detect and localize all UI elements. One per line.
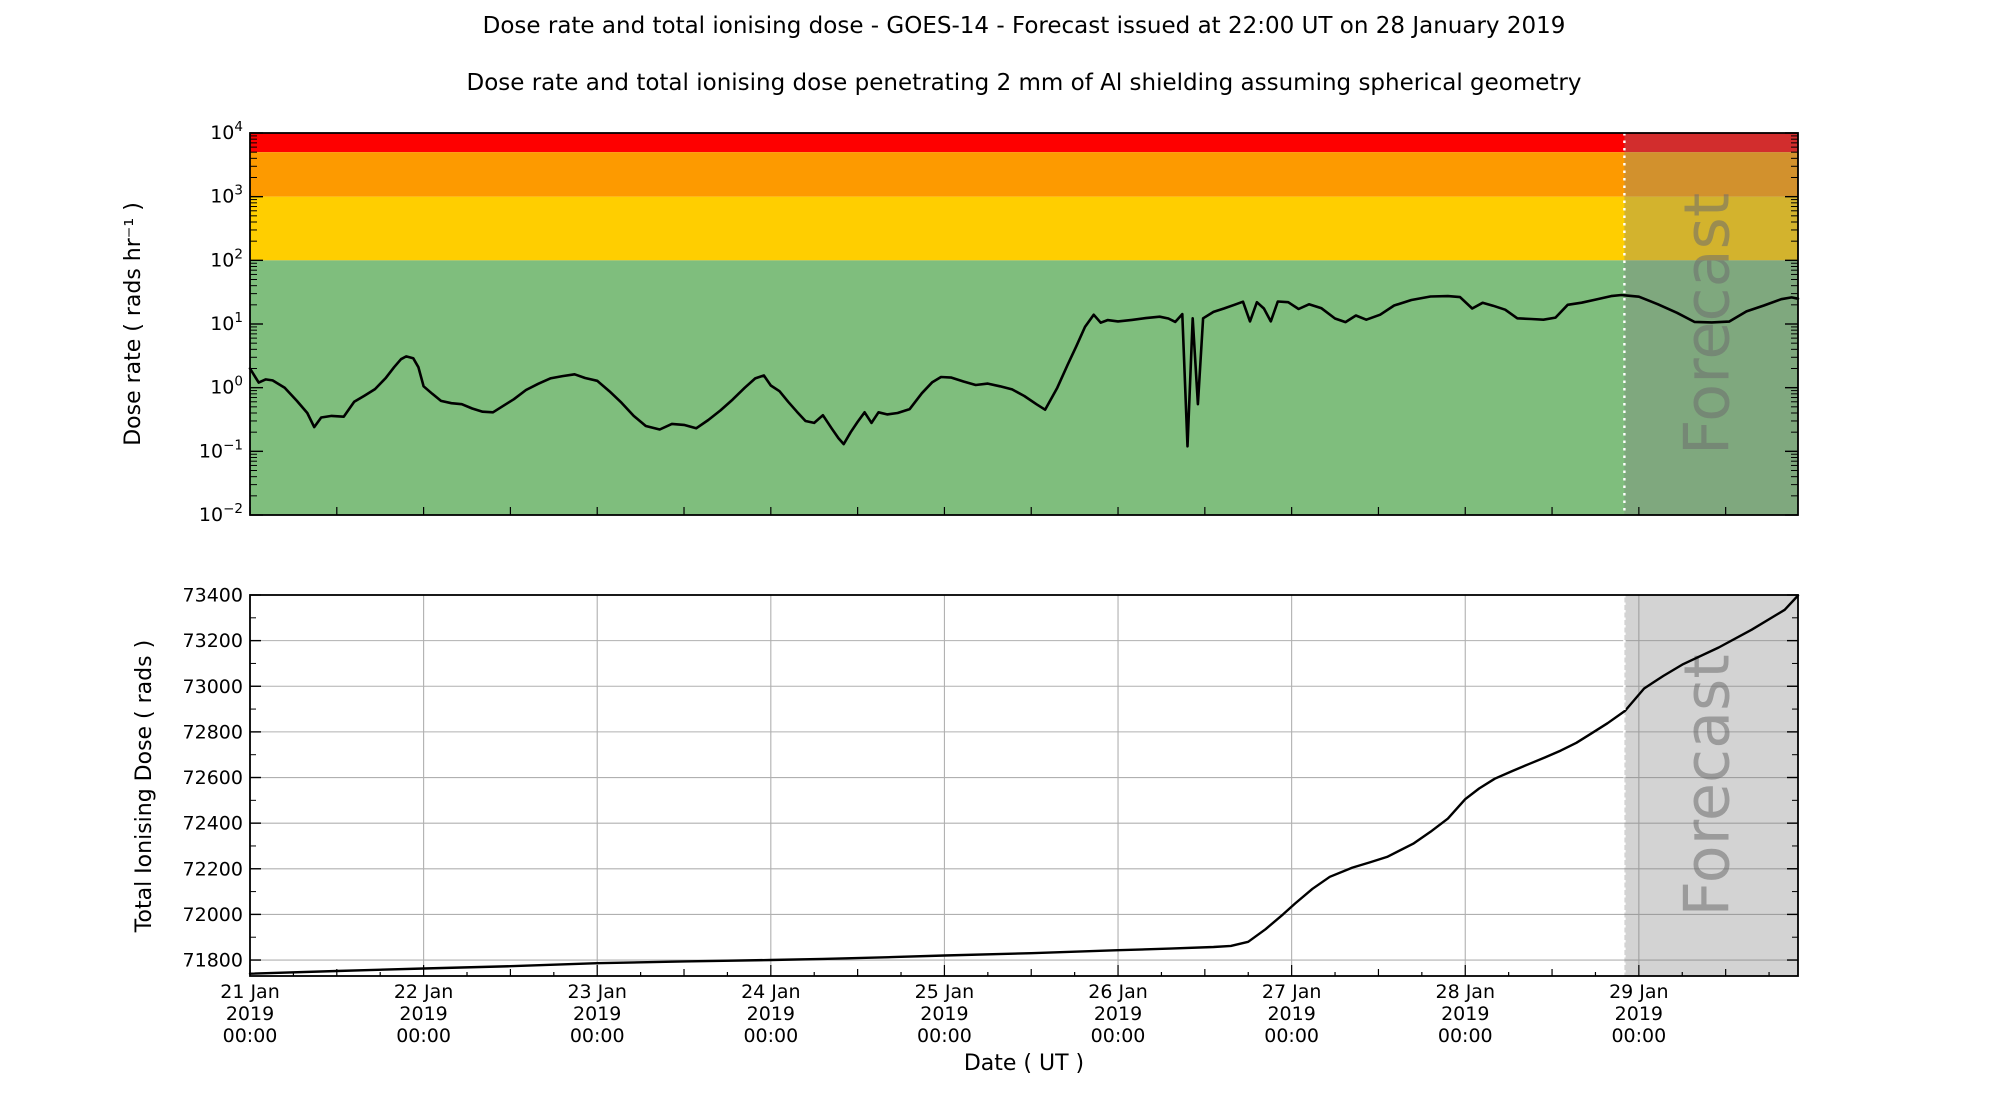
total-dose-tick-labels: 71800 72000 72200 72400 72600 72800 73000 73200…	[183, 585, 243, 972]
total-dose-line	[248, 594, 1800, 975]
forecast-region	[1624, 133, 1798, 515]
chart-subtitle: Dose rate and total ionising dose penetr…	[466, 70, 1581, 96]
svg-text:103: 103	[210, 183, 243, 208]
band-red	[250, 133, 1798, 153]
date-tick-labels: 21 Jan 2019 00:00 22 Jan 2019 00:00 23 Jan 2019…	[220, 981, 1668, 1047]
date-tick-label: 25 Jan 2019 00:00	[915, 981, 975, 1047]
svg-text:72200: 72200	[183, 858, 243, 880]
date-tick-label: 28 Jan 2019 00:00	[1435, 981, 1495, 1047]
dose-threshold-bands	[250, 133, 1798, 515]
x-axis-label: Date ( UT )	[964, 1051, 1084, 1076]
svg-text:71800: 71800	[183, 950, 243, 972]
dose-total-axis-ticks	[249, 594, 1798, 976]
svg-text:73000: 73000	[183, 676, 243, 698]
total-dose-y-axis-label: Total Ionising Dose ( rads )	[132, 640, 157, 933]
chart-title: Dose rate and total ionising dose - GOES…	[483, 13, 1566, 39]
svg-text:104: 104	[210, 119, 243, 144]
panel-border	[249, 594, 1799, 977]
svg-text:72800: 72800	[183, 721, 243, 743]
dose-axis-ticks	[249, 132, 1798, 516]
dose-rate-panel: Forecast 104 103 102 101 100 10−1 10−2	[199, 119, 1800, 526]
svg-text:102: 102	[210, 246, 243, 271]
date-tick-label: 27 Jan 2019 00:00	[1262, 981, 1322, 1047]
date-tick-label: 26 Jan 2019 00:00	[1088, 981, 1148, 1047]
band-yellow	[250, 196, 1798, 261]
band-orange	[250, 152, 1798, 197]
band-green	[250, 260, 1798, 515]
dose-axis-tick-labels: 104 103 102 101 100 10−1 10−2	[199, 119, 243, 526]
forecast-region	[1624, 595, 1798, 976]
date-tick-label: 21 Jan 2019 00:00	[220, 981, 280, 1047]
dose-rate-y-axis-label: Dose rate ( rads hr⁻¹ )	[121, 202, 146, 446]
svg-text:73200: 73200	[183, 630, 243, 652]
forecast-watermark: Forecast	[1670, 654, 1743, 916]
date-tick-label: 23 Jan 2019 00:00	[567, 981, 627, 1047]
svg-text:10−1: 10−1	[199, 437, 243, 462]
forecast-watermark: Forecast	[1670, 193, 1743, 455]
date-tick-label: 29 Jan 2019 00:00	[1609, 981, 1669, 1047]
date-tick-label: 24 Jan 2019 00:00	[741, 981, 801, 1047]
svg-text:72000: 72000	[183, 904, 243, 926]
svg-text:73400: 73400	[183, 585, 243, 607]
total-dose-panel: Forecast 71800 72000 72200 72400 72600 72800 73…	[183, 585, 1800, 1047]
svg-text:72400: 72400	[183, 813, 243, 835]
date-tick-label: 22 Jan 2019 00:00	[394, 981, 454, 1047]
svg-text:100: 100	[210, 374, 243, 399]
svg-text:72600: 72600	[183, 767, 243, 789]
svg-text:101: 101	[210, 310, 243, 335]
grid-lines	[249, 594, 1798, 976]
dose-rate-line	[248, 293, 1800, 448]
svg-text:10−2: 10−2	[199, 501, 243, 526]
